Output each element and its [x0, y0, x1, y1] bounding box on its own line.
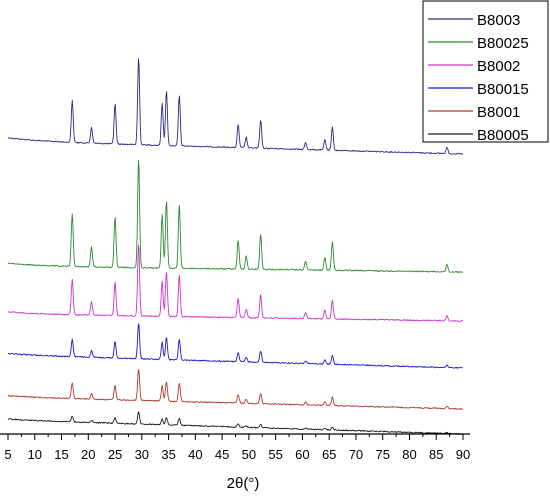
x-tick-label: 45 [215, 447, 229, 462]
x-tick-label: 10 [28, 447, 42, 462]
x-tick-label: 55 [268, 447, 282, 462]
x-tick-label: 25 [108, 447, 122, 462]
x-axis-title: 2θ(°) [227, 475, 260, 492]
x-tick-label: 60 [295, 447, 309, 462]
x-tick-label: 75 [375, 447, 389, 462]
series-line-b8002 [7, 244, 463, 322]
legend-label: B8002 [477, 58, 520, 75]
series-line-b80015 [7, 323, 463, 369]
legend: B8003 B80025 B8002 B80015 B8001 B80005 [422, 0, 549, 144]
x-tick-label: 20 [81, 447, 95, 462]
series-line-b80025 [7, 159, 464, 273]
x-tick-label: 50 [242, 447, 256, 462]
legend-label: B80005 [477, 127, 529, 144]
series-line-b80005 [7, 411, 464, 435]
legend-label: B8003 [477, 12, 520, 29]
x-tick-label: 40 [188, 447, 202, 462]
x-tick-label: 15 [54, 447, 68, 462]
legend-label: B80025 [477, 35, 529, 52]
x-tick-label: 5 [4, 447, 11, 462]
legend-label: B80015 [477, 81, 529, 98]
series-line-b8001 [7, 369, 464, 410]
x-tick-label: 30 [135, 447, 149, 462]
series-traces [7, 58, 464, 435]
x-tick-label: 35 [161, 447, 175, 462]
x-tick-label: 70 [349, 447, 363, 462]
x-tick-label: 90 [456, 447, 470, 462]
legend-label: B8001 [477, 104, 520, 121]
series-line-b8003 [7, 58, 464, 155]
legend-box [422, 0, 549, 143]
x-axis: 5 10 15 20 25 30 35 40 45 50 55 60 65 70 75 80 85 90 [0, 433, 470, 462]
x-tick-label: 80 [402, 447, 416, 462]
x-tick-label: 65 [322, 447, 336, 462]
x-tick-label: 85 [429, 447, 443, 462]
